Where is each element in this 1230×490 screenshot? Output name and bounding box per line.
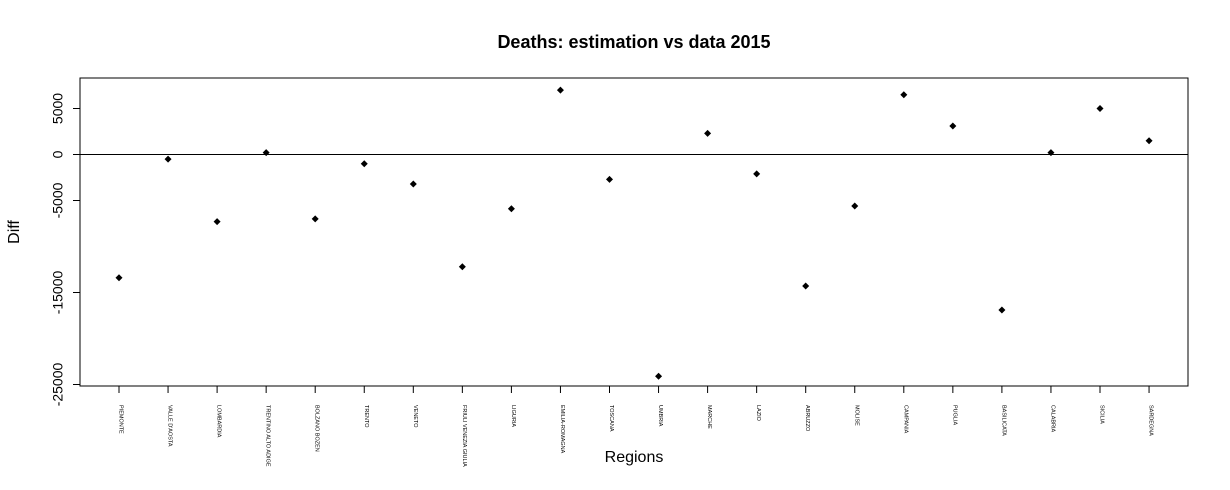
y-tick-label: 0 — [50, 150, 66, 158]
x-tick-label: BASILICATA — [1000, 405, 1006, 436]
data-point — [1047, 149, 1055, 157]
data-point — [360, 160, 368, 168]
data-point — [311, 215, 319, 223]
y-tick-label: -5000 — [50, 182, 66, 218]
x-tick-label: SICILIA — [1099, 405, 1105, 424]
data-point — [606, 175, 613, 183]
y-tick-label: -25000 — [50, 362, 66, 406]
y-tick-label: 5000 — [50, 93, 66, 124]
x-tick-label: UMBRIA — [657, 405, 663, 427]
x-tick-label: TOSCANA — [608, 405, 614, 432]
x-tick-label: TRENTO — [363, 405, 369, 428]
data-point — [507, 205, 515, 213]
data-point — [900, 91, 908, 99]
x-axis-label: Regions — [605, 449, 664, 466]
x-tick-label: LOMBARDIA — [216, 405, 222, 438]
data-point — [851, 202, 859, 210]
data-point — [704, 129, 712, 137]
data-point — [655, 372, 663, 380]
data-point — [1145, 137, 1153, 145]
x-tick-label: FRIULI VENEZIA GIULIA — [461, 405, 467, 467]
plot-frame — [79, 77, 1189, 387]
data-point — [998, 306, 1006, 314]
data-point — [1096, 105, 1104, 112]
x-tick-label: MARCHE — [706, 405, 712, 429]
data-point — [949, 122, 957, 130]
y-tick-label: -15000 — [50, 270, 66, 314]
x-tick-label: EMILIA-ROMAGNA — [559, 405, 565, 454]
y-axis-label: Diff — [6, 220, 23, 244]
data-point — [556, 86, 564, 94]
x-tick-label: VENETO — [412, 405, 418, 428]
x-tick-label: TRENTINO ALTO ADIGE — [265, 405, 271, 467]
data-point — [802, 282, 810, 290]
x-tick-label: PUGLIA — [951, 405, 957, 426]
x-tick-label: ABRUZZO — [804, 405, 810, 432]
x-tick-label: LAZIO — [755, 405, 761, 422]
chart-title: Deaths: estimation vs data 2015 — [497, 32, 770, 52]
x-tick-label: CAMPANIA — [902, 405, 908, 434]
data-point — [164, 155, 172, 163]
data-point — [409, 180, 417, 188]
x-tick-label: PIEMONTE — [118, 405, 124, 434]
y-axis: 5000 0 -5000 -15000 -25000 — [50, 93, 80, 406]
x-tick-label: LIGURIA — [510, 405, 516, 427]
x-tick-label: CALABRIA — [1049, 405, 1055, 433]
x-tick-label: BOLZANO BOZEN — [314, 405, 320, 452]
x-tick-label: MOLISE — [853, 405, 859, 426]
data-point — [115, 274, 123, 282]
data-point — [753, 170, 761, 178]
data-point — [213, 218, 221, 226]
data-points — [115, 86, 1153, 380]
data-point — [262, 149, 270, 157]
data-point — [458, 263, 466, 271]
x-tick-label: SARDEGNA — [1148, 405, 1154, 436]
x-tick-label: VALLE D'AOSTA — [167, 405, 173, 447]
x-axis: PIEMONTE VALLE D'AOSTA LOMBARDIA TRENTINO A… — [118, 386, 1154, 467]
